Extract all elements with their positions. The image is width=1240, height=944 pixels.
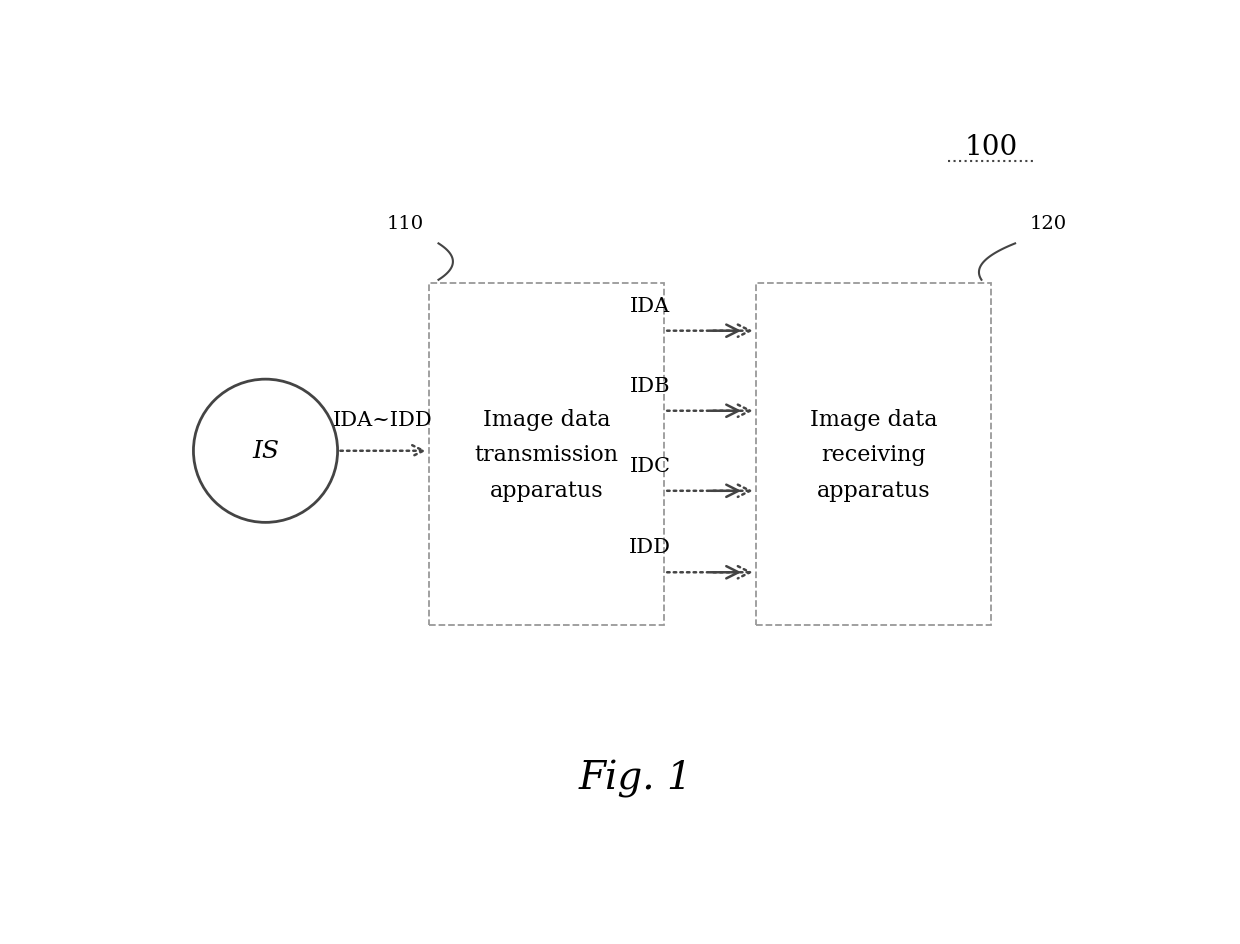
Text: Image data
transmission
apparatus: Image data transmission apparatus xyxy=(475,409,619,501)
Text: 100: 100 xyxy=(965,133,1018,160)
Bar xyxy=(755,284,991,626)
Text: IDA: IDA xyxy=(630,296,670,315)
Text: IDD: IDD xyxy=(629,538,671,557)
Text: Image data
receiving
apparatus: Image data receiving apparatus xyxy=(810,409,937,501)
Text: IDC: IDC xyxy=(630,456,671,475)
Text: 120: 120 xyxy=(1029,215,1066,233)
Text: IS: IS xyxy=(252,440,279,463)
Text: IDA~IDD: IDA~IDD xyxy=(332,411,433,430)
Bar xyxy=(429,284,665,626)
Text: 110: 110 xyxy=(387,215,424,233)
Text: IDB: IDB xyxy=(630,377,670,396)
Text: Fig. 1: Fig. 1 xyxy=(579,759,692,798)
